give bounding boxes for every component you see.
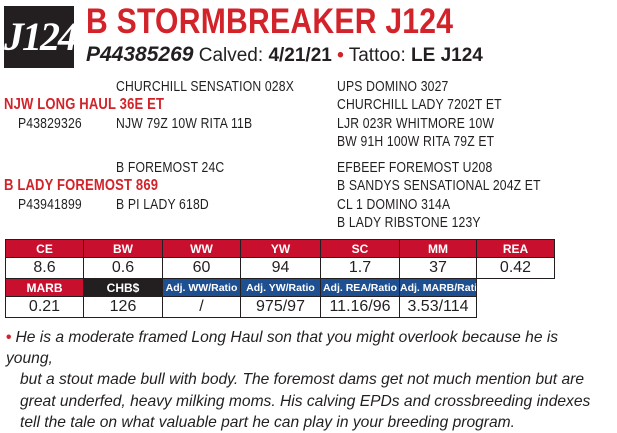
epd-header-rea: REA [476, 239, 555, 258]
epd-value-rea: 0.42 [476, 257, 555, 279]
pedigree-sire-sire-sire: UPS DOMINO 3027 [337, 79, 449, 95]
epd-header-yw: YW [240, 239, 321, 258]
pedigree-dam: B LADY FOREMOST 869 [4, 177, 159, 194]
pedigree-dam-dam: B PI LADY 618D [116, 197, 209, 213]
lot-number-badge: J124 [4, 6, 78, 68]
pedigree-dam-dam-sire: CL 1 DOMINO 314A [337, 197, 451, 213]
epd-table-2: MARB CHB$ Adj. WW/Ratio Adj. YW/Ratio Ad… [5, 278, 477, 318]
epd-header-bw: BW [83, 239, 163, 258]
epd-header-mm: MM [399, 239, 477, 258]
pedigree-dam-sire-sire: EFBEEF FOREMOST U208 [337, 160, 493, 176]
epd-header-marb: MARB [5, 278, 84, 297]
pedigree-sire: NJW LONG HAUL 36E ET [4, 96, 165, 113]
epd-header-adj-rea: Adj. REA/Ratio [320, 278, 400, 297]
pedigree-dam-reg: P43941899 [18, 197, 82, 213]
calved-label: Calved: [198, 45, 264, 66]
pedigree-sire-dam-dam: BW 91H 100W RITA 79Z ET [337, 134, 495, 150]
epd-value-ce: 8.6 [5, 257, 84, 279]
pedigree-dam-sire-dam: B SANDYS SENSATIONAL 204Z ET [337, 178, 541, 194]
epd-value-ww: 60 [162, 257, 241, 279]
tattoo-label: Tattoo: [348, 45, 406, 66]
epd-value-adj-ww: / [162, 296, 241, 318]
pedigree-sire-sire-dam: CHURCHILL LADY 7202T ET [337, 97, 502, 113]
pedigree-sire-sire: CHURCHILL SENSATION 028X [116, 79, 294, 95]
epd-value-adj-yw: 975/97 [240, 296, 321, 318]
epd-header-adj-marb: Adj. MARB/Ratio [399, 278, 477, 297]
epd-header-ww: WW [162, 239, 241, 258]
epd-header-sc: SC [320, 239, 400, 258]
epd-header-ce: CE [5, 239, 84, 258]
epd-value-adj-marb: 3.53/114 [399, 296, 477, 318]
animal-name: B STORMBREAKER J124 [86, 2, 454, 41]
epd-value-marb: 0.21 [5, 296, 84, 318]
epd-header-adj-ww: Adj. WW/Ratio [162, 278, 241, 297]
epd-value-sc: 1.7 [320, 257, 400, 279]
epd-header-chb: CHB$ [83, 278, 163, 297]
description-line-3: great underfed, heavy milking moms. His … [20, 392, 591, 410]
pedigree-sire-dam-sire: LJR 023R WHITMORE 10W [337, 116, 495, 132]
epd-value-yw: 94 [240, 257, 321, 279]
epd-value-adj-rea: 11.16/96 [320, 296, 400, 318]
description-line-1: He is a moderate framed Long Haul son th… [6, 329, 559, 368]
pedigree-sire-reg: P43829326 [18, 116, 82, 132]
epd-table-1: CE BW WW YW SC MM REA 8.6 0.6 60 94 1.7 … [5, 239, 555, 279]
pedigree-dam-dam-dam: B LADY RIBSTONE 123Y [337, 215, 481, 231]
epd-value-chb: 126 [83, 296, 163, 318]
epd-value-mm: 37 [399, 257, 477, 279]
epd-value-bw: 0.6 [83, 257, 163, 279]
pedigree-sire-dam: NJW 79Z 10W RITA 11B [116, 116, 253, 132]
registration-number: P44385269 [86, 43, 194, 66]
bull-description: • He is a moderate framed Long Haul son t… [6, 327, 606, 433]
description-line-2: but a stout made bull with body. The for… [20, 371, 584, 389]
pedigree-dam-sire: B FOREMOST 24C [116, 160, 225, 176]
description-line-4: tell the tale on what valuable part he c… [20, 413, 515, 431]
animal-info-line: P44385269 Calved: 4/21/21 • Tattoo: LE J… [86, 43, 483, 67]
description-bullet: • [6, 329, 12, 346]
tattoo-value: LE J124 [411, 45, 483, 66]
calved-date: 4/21/21 [268, 45, 332, 66]
separator-dot: • [337, 45, 344, 66]
epd-header-adj-yw: Adj. YW/Ratio [240, 278, 321, 297]
